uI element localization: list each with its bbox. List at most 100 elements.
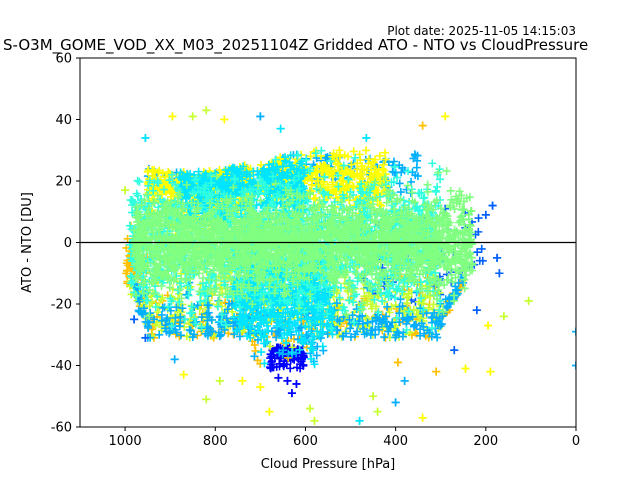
data-point-marker [432, 313, 441, 322]
data-point-marker [335, 152, 344, 161]
data-point-marker [317, 166, 326, 175]
data-point-marker [235, 332, 244, 341]
data-point-marker [279, 361, 288, 370]
data-point-marker [363, 318, 372, 327]
data-point-marker [437, 320, 446, 329]
data-point-marker [312, 351, 321, 360]
data-point-marker [396, 188, 405, 197]
data-point-marker [396, 295, 405, 304]
data-point-marker [478, 256, 487, 265]
data-point-marker [395, 179, 404, 188]
data-point-marker [143, 167, 152, 176]
data-point-marker [332, 299, 341, 308]
data-point-marker [162, 315, 171, 324]
data-point-marker [311, 194, 320, 203]
data-point-marker [433, 182, 442, 191]
data-point-marker [275, 362, 284, 371]
data-point-marker [166, 306, 175, 315]
data-point-marker [391, 168, 400, 177]
data-point-marker [302, 343, 311, 352]
data-point-marker [229, 322, 238, 331]
data-point-marker [443, 302, 452, 311]
data-point-marker [371, 330, 380, 339]
data-point-marker [362, 146, 371, 155]
data-point-marker [395, 161, 404, 170]
data-point-marker [215, 332, 224, 341]
data-point-marker [251, 346, 260, 355]
data-point-marker [412, 163, 421, 172]
data-point-marker [418, 293, 427, 302]
data-point-marker [384, 327, 393, 336]
data-point-marker [328, 180, 337, 189]
data-point-marker [222, 314, 231, 323]
data-point-marker [432, 330, 441, 339]
data-point-marker [323, 183, 332, 192]
data-point-marker [380, 333, 389, 342]
data-point-marker [269, 347, 278, 356]
data-point-marker [266, 342, 275, 351]
data-point-marker [133, 176, 142, 185]
data-point-marker [123, 234, 132, 243]
data-point-marker [360, 292, 369, 301]
data-point-marker [413, 156, 422, 165]
data-point-marker [274, 343, 283, 352]
data-point-marker [223, 305, 232, 314]
data-point-marker [385, 323, 394, 332]
data-point-marker [175, 322, 184, 331]
data-point-marker [151, 321, 160, 330]
data-point-marker [286, 364, 295, 373]
data-point-marker [411, 151, 420, 160]
data-point-marker [345, 315, 354, 324]
plot-date-label: Plot date: 2025-11-05 14:15:03 [387, 24, 576, 38]
data-point-marker [451, 282, 460, 291]
data-point-marker [267, 360, 276, 369]
data-point-marker [216, 330, 225, 339]
data-point-marker [312, 154, 321, 163]
data-point-marker [313, 173, 322, 182]
data-point-marker [148, 166, 157, 175]
data-point-marker [393, 327, 402, 336]
data-point-marker [138, 310, 147, 319]
data-point-marker [379, 315, 388, 324]
data-point-marker [158, 293, 167, 302]
chart-title: S-O3M_GOME_VOD_XX_M03_20251104Z Gridded … [3, 36, 588, 55]
data-point-marker [408, 168, 417, 177]
data-point-marker [359, 324, 368, 333]
data-point-marker [417, 319, 426, 328]
data-point-marker [367, 162, 376, 171]
data-point-marker [395, 318, 404, 327]
data-point-marker [176, 331, 185, 340]
data-point-marker [303, 174, 312, 183]
data-point-marker [349, 147, 358, 156]
data-point-marker [339, 331, 348, 340]
data-point-marker [375, 325, 384, 334]
data-point-marker [309, 147, 318, 156]
data-point-marker [425, 328, 434, 337]
data-point-marker [139, 304, 148, 313]
data-point-marker [371, 155, 380, 164]
data-point-marker [220, 325, 229, 334]
data-point-marker [379, 166, 388, 175]
data-point-marker [206, 327, 215, 336]
data-point-marker [344, 152, 353, 161]
data-point-marker [197, 313, 206, 322]
data-point-marker [474, 214, 483, 223]
data-point-marker [267, 352, 276, 361]
data-point-marker [432, 187, 441, 196]
data-point-marker [360, 330, 369, 339]
data-point-marker [171, 313, 180, 322]
data-point-marker [284, 349, 293, 358]
data-point-marker [178, 304, 187, 313]
data-point-marker [162, 327, 171, 336]
data-point-marker [348, 311, 357, 320]
data-point-marker [205, 313, 214, 322]
data-point-marker [143, 318, 152, 327]
data-point-marker [257, 348, 266, 357]
data-point-marker [346, 324, 355, 333]
data-point-marker [204, 308, 213, 317]
data-point-marker [201, 329, 210, 338]
data-point-marker [186, 326, 195, 335]
data-point-marker [155, 330, 164, 339]
data-point-marker [381, 155, 390, 164]
data-point-marker [306, 152, 315, 161]
